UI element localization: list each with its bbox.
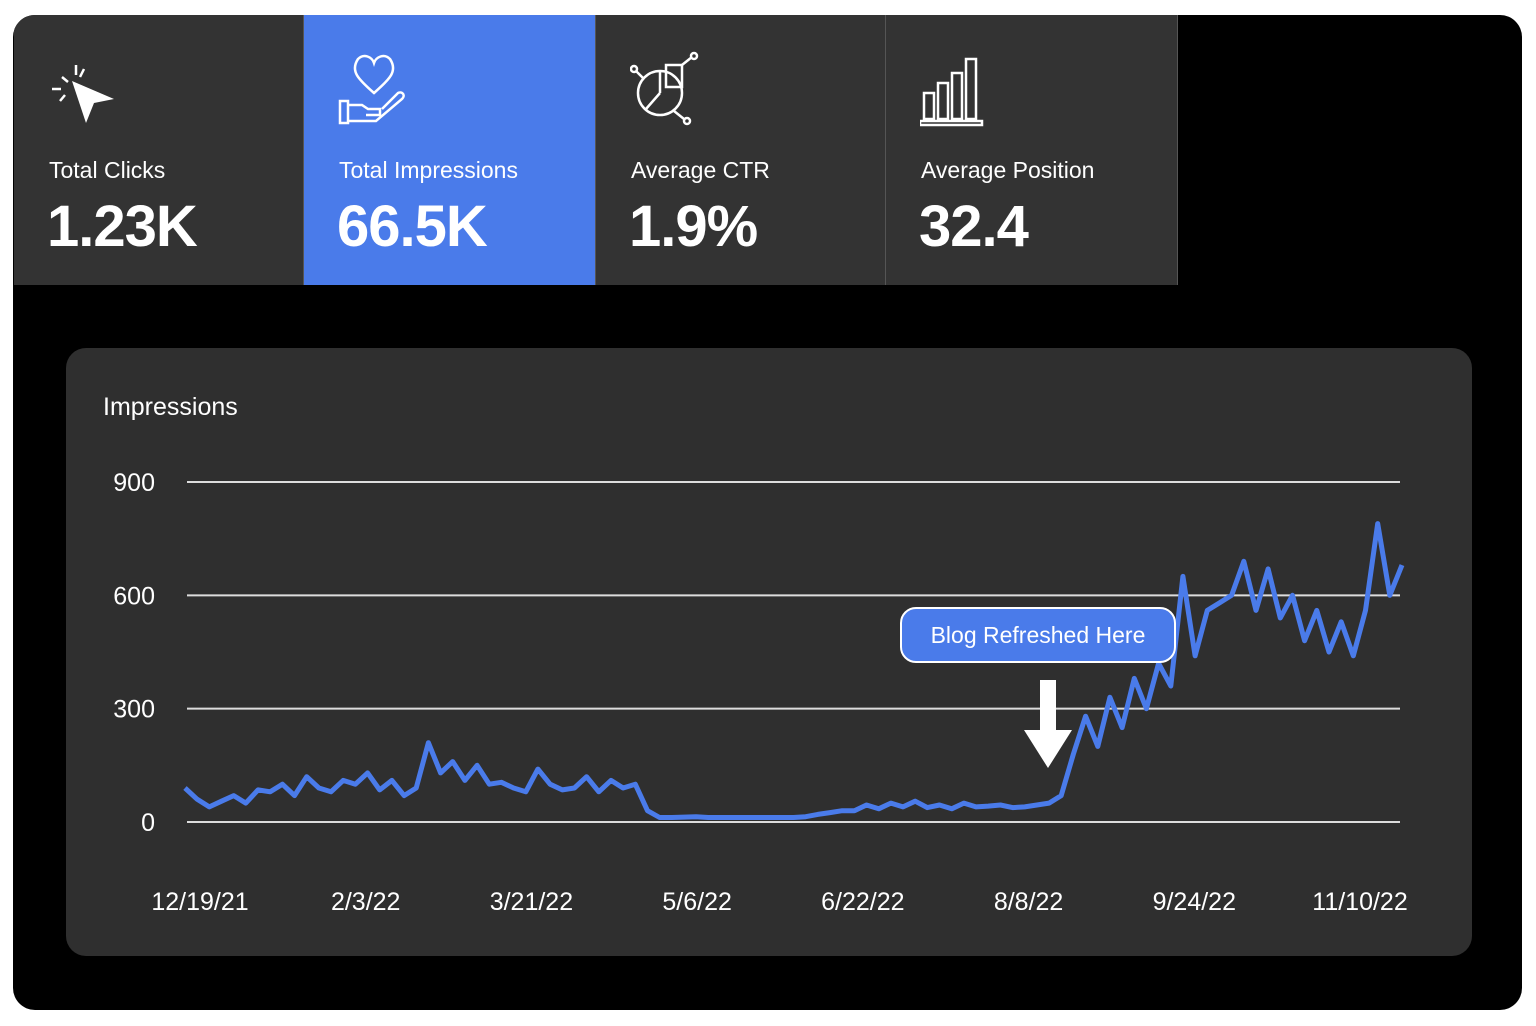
- metric-label: Total Clicks: [49, 157, 166, 183]
- x-tick-label: 6/22/22: [821, 888, 904, 916]
- x-tick-label: 5/6/22: [662, 888, 732, 916]
- bar-chart-icon: [920, 57, 984, 127]
- metric-value: 66.5K: [337, 194, 488, 259]
- metric-card-average-ctr[interactable]: Average CTR 1.9%: [596, 15, 886, 285]
- y-tick-label: 600: [113, 582, 155, 610]
- y-tick-label: 0: [141, 809, 155, 837]
- metric-value: 1.23K: [47, 194, 198, 259]
- x-tick-label: 3/21/22: [490, 888, 573, 916]
- x-tick-label: 9/24/22: [1153, 888, 1236, 916]
- x-tick-label: 2/3/22: [331, 888, 401, 916]
- metric-card-total-clicks[interactable]: Total Clicks 1.23K: [14, 15, 304, 285]
- cursor-click-icon: [52, 65, 114, 123]
- arrow-down-icon: [1024, 680, 1072, 768]
- metric-card-average-position[interactable]: Average Position 32.4: [886, 15, 1178, 285]
- x-tick-label: 8/8/22: [994, 888, 1064, 916]
- chart-title: Impressions: [103, 393, 238, 421]
- metric-card-total-impressions[interactable]: Total Impressions 66.5K: [304, 15, 596, 285]
- annotation-callout: Blog Refreshed Here: [900, 607, 1176, 663]
- metric-label: Average CTR: [631, 157, 770, 183]
- heart-hand-icon: [338, 54, 405, 125]
- impressions-series-line: [183, 521, 1405, 820]
- y-tick-label: 900: [113, 469, 155, 497]
- x-tick-label: 11/10/22: [1312, 888, 1407, 916]
- impressions-chart-panel: [66, 348, 1472, 956]
- metric-value: 32.4: [919, 194, 1029, 259]
- x-tick-label: 12/19/21: [151, 888, 248, 916]
- pie-chart-icon: [630, 51, 699, 126]
- dashboard-frame: Total Clicks 1.23K Total Impressions 66.…: [13, 15, 1522, 1010]
- metric-label: Average Position: [921, 157, 1095, 183]
- metric-label: Total Impressions: [339, 157, 518, 183]
- y-tick-label: 300: [113, 696, 155, 724]
- metric-value: 1.9%: [629, 194, 758, 259]
